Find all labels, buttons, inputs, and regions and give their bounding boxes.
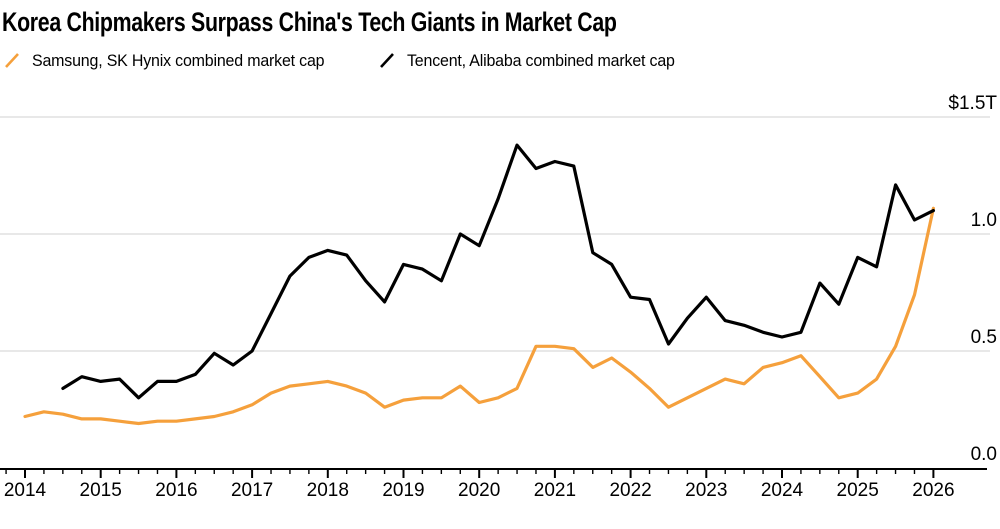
chart-title: Korea Chipmakers Surpass China's Tech Gi… bbox=[2, 7, 617, 37]
x-tick-label-2023: 2023 bbox=[685, 480, 727, 501]
x-tick-labels-group: 2014 2015 2016 2017 2018 2019 2020 2021 2022 2023… bbox=[4, 480, 955, 501]
series-korea-line bbox=[23, 206, 936, 426]
legend-item-china-giants: Tencent, Alibaba combined market cap bbox=[379, 51, 692, 71]
y-tick-label-1.0: 1.0 bbox=[971, 210, 997, 231]
chart-legend: Samsung, SK Hynix combined market cap Te… bbox=[4, 51, 692, 71]
x-tick-label-2025: 2025 bbox=[837, 480, 879, 501]
y-tick-label-0.0: 0.0 bbox=[971, 444, 997, 465]
y-tick-labels-group: 0.0 0.5 1.0 $1.5T bbox=[948, 93, 997, 465]
korea-series-slash-icon bbox=[5, 53, 19, 68]
x-tick-label-2020: 2020 bbox=[458, 480, 500, 501]
x-tick-label-2015: 2015 bbox=[80, 480, 122, 501]
x-tick-label-2021: 2021 bbox=[534, 480, 576, 501]
legend-label-korea: Samsung, SK Hynix combined market cap bbox=[32, 51, 325, 70]
y-tick-label-$1.5T: $1.5T bbox=[948, 93, 997, 114]
x-tick-label-2019: 2019 bbox=[382, 480, 424, 501]
series-lines-group bbox=[23, 143, 936, 426]
gridlines-group bbox=[0, 116, 990, 352]
x-tick-label-2016: 2016 bbox=[155, 480, 197, 501]
china-series-slash-icon bbox=[380, 53, 394, 68]
series-china-line bbox=[61, 143, 936, 400]
x-tick-label-2026: 2026 bbox=[912, 480, 954, 501]
legend-item-korea-chipmakers: Samsung, SK Hynix combined market cap bbox=[4, 51, 343, 71]
x-tick-label-2022: 2022 bbox=[609, 480, 651, 501]
x-tick-label-2017: 2017 bbox=[231, 480, 273, 501]
y-tick-label-0.5: 0.5 bbox=[971, 327, 997, 348]
legend-label-china: Tencent, Alibaba combined market cap bbox=[407, 51, 675, 70]
x-tick-label-2018: 2018 bbox=[307, 480, 349, 501]
x-tick-label-2014: 2014 bbox=[4, 480, 47, 501]
x-tick-label-2024: 2024 bbox=[761, 480, 804, 501]
x-axis-group bbox=[0, 468, 987, 478]
